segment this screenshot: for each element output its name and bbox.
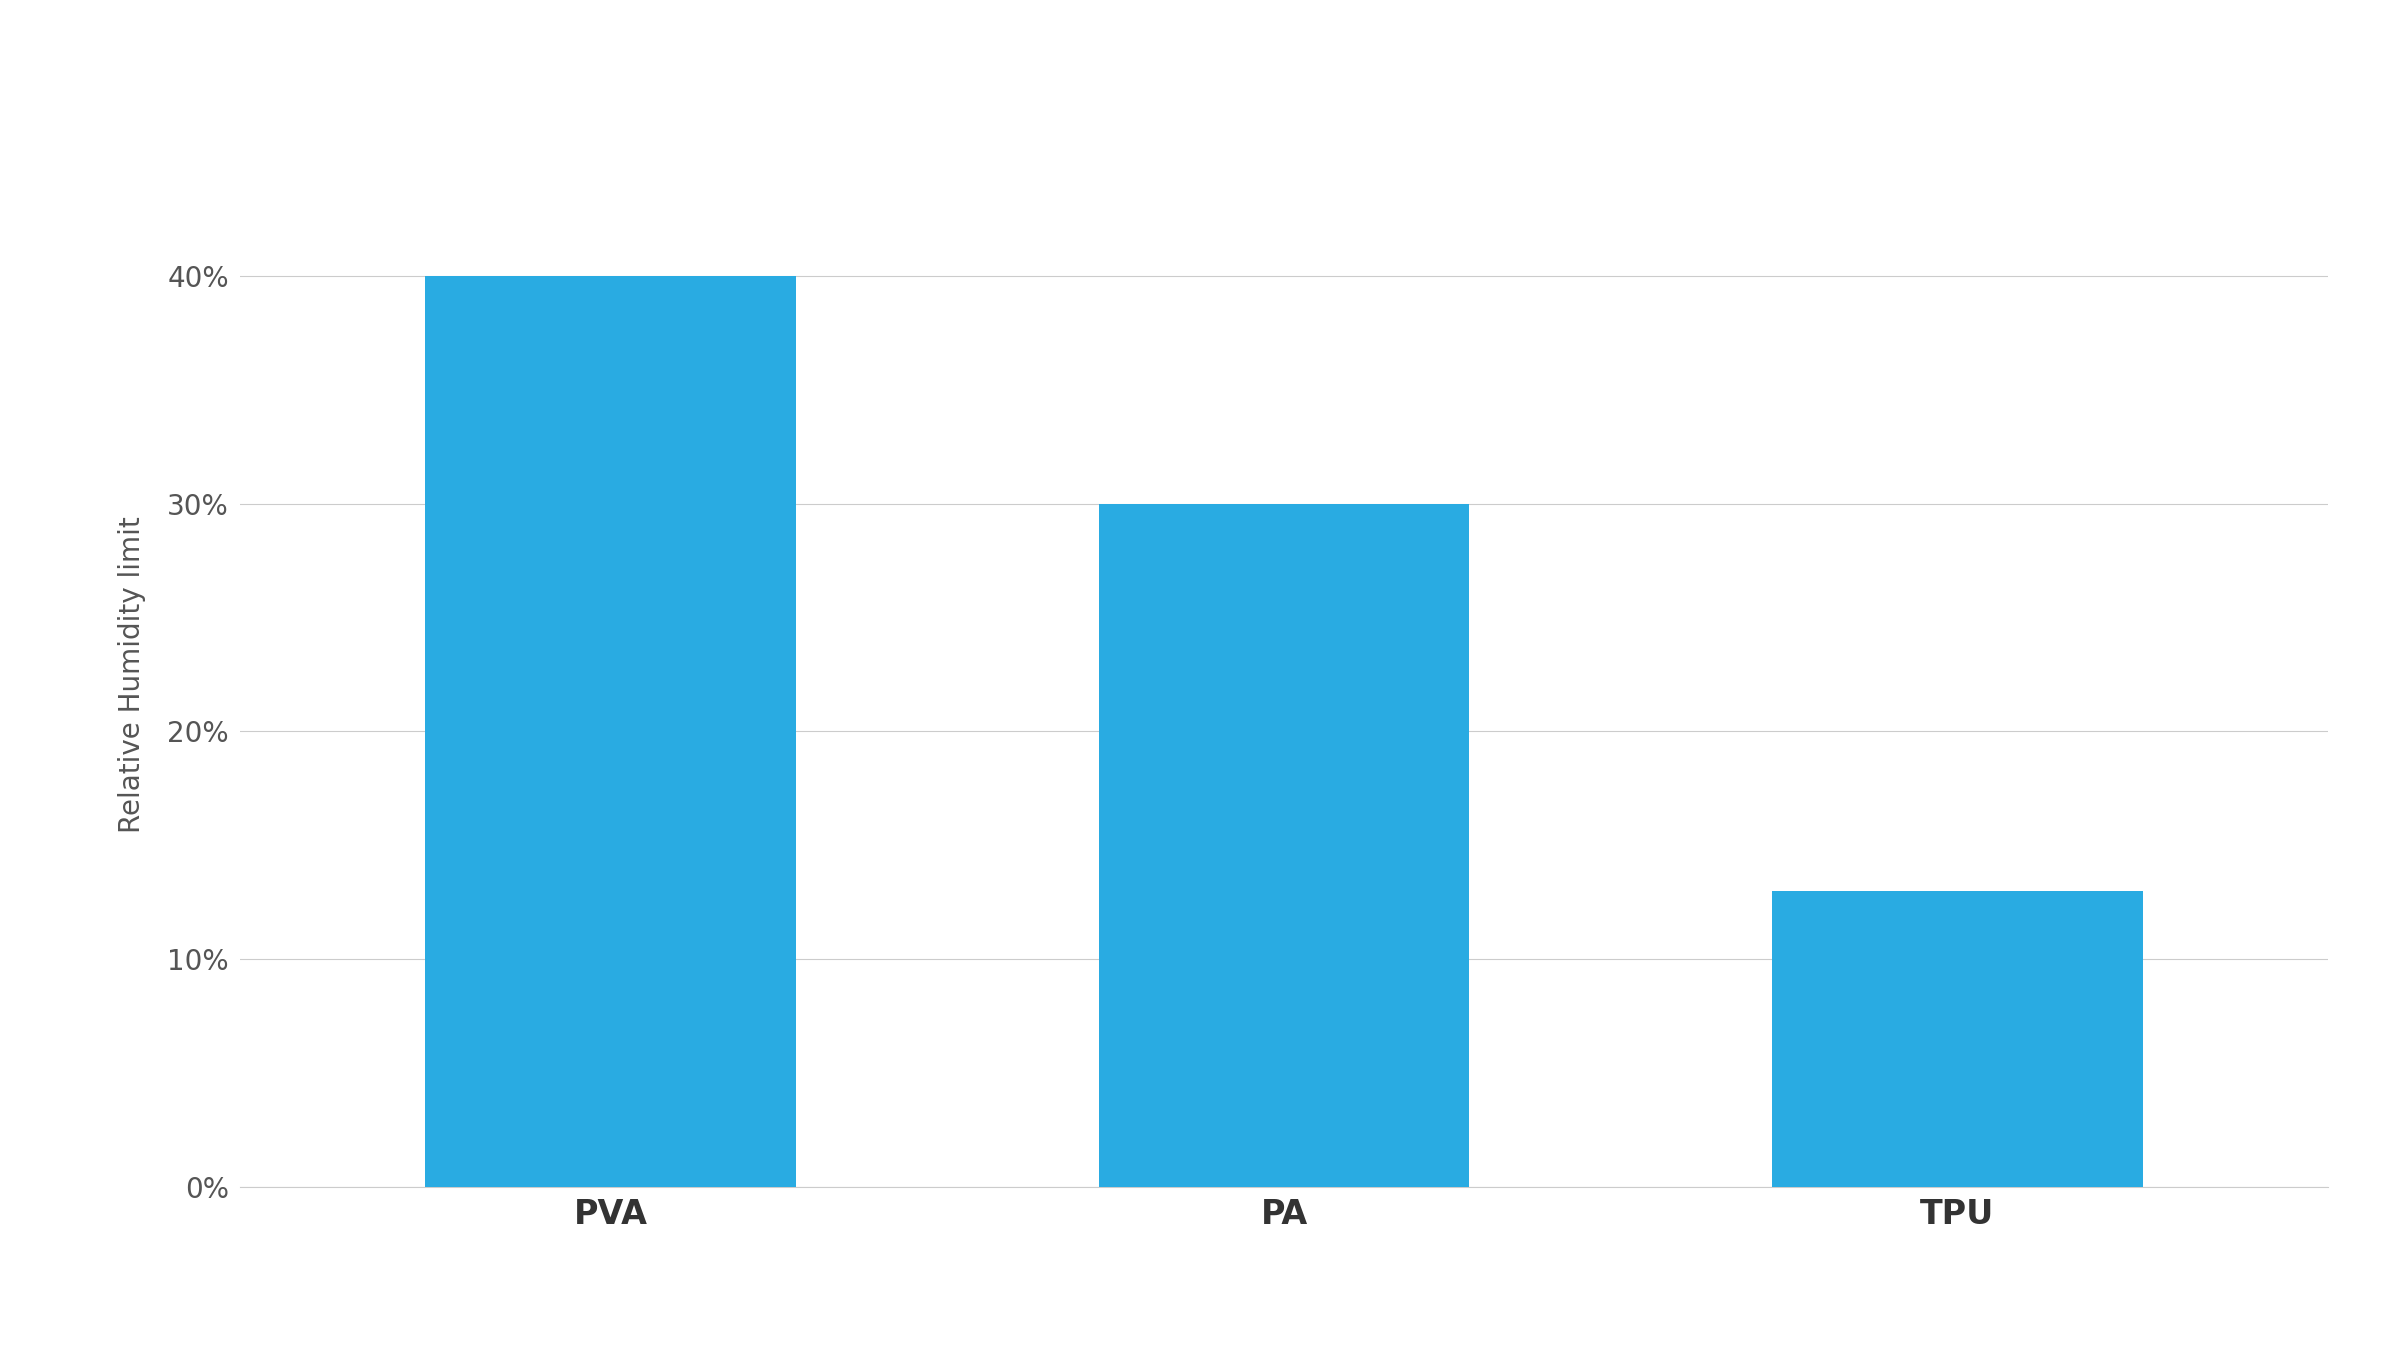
Y-axis label: Relative Humidity limit: Relative Humidity limit	[118, 517, 146, 832]
Bar	[1771, 890, 2143, 1187]
Bar	[1099, 503, 1469, 1187]
Bar	[425, 275, 797, 1187]
